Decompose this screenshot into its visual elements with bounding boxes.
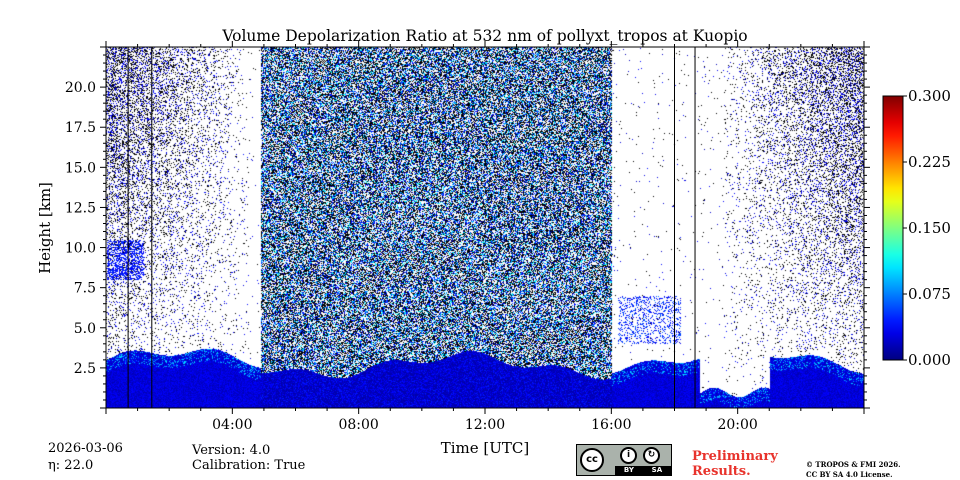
preliminary-results-label: Preliminary Results. xyxy=(692,449,778,479)
y-tick-label: 17.5 xyxy=(65,120,96,136)
y-axis-label: Height [km] xyxy=(36,182,54,274)
x-tick-label: 04:00 xyxy=(212,417,252,433)
y-tick-label: 10.0 xyxy=(65,241,96,257)
y-tick-label: 5.0 xyxy=(74,321,96,337)
y-tick-label: 20.0 xyxy=(65,80,96,96)
colorbar-tick-label: 0.150 xyxy=(908,219,951,237)
copyright-line-2: CC BY SA 4.0 License. xyxy=(806,470,893,479)
attribution-icon: i xyxy=(620,447,637,464)
colorbar-tick-label: 0.075 xyxy=(908,285,951,303)
colorbar-tick-label: 0.000 xyxy=(908,351,951,369)
y-tick-label: 15.0 xyxy=(65,160,96,176)
x-axis-label: Time [UTC] xyxy=(441,439,530,457)
calibration-label: Calibration: True xyxy=(192,458,306,473)
license-badge-sa: SA xyxy=(651,466,663,474)
date-label: 2026-03-06 xyxy=(48,441,123,456)
x-tick-label: 08:00 xyxy=(338,417,378,433)
license-badge-bar: BY SA xyxy=(615,466,671,475)
y-tick-label: 12.5 xyxy=(65,200,96,216)
cc-icon: cc xyxy=(580,448,604,472)
x-axis: 04:00 08:00 12:00 16:00 20:00 xyxy=(105,41,865,433)
copyright-label: © TROPOS & FMI 2026. CC BY SA 4.0 Licens… xyxy=(806,460,901,480)
colorbar-tick-label: 0.300 xyxy=(908,87,951,105)
x-tick-label: 16:00 xyxy=(591,417,631,433)
chart-title: Volume Depolarization Ratio at 532 nm of… xyxy=(221,27,747,45)
version-label: Version: 4.0 xyxy=(192,443,271,458)
x-tick-label: 12:00 xyxy=(465,417,505,433)
plot-area xyxy=(105,46,865,409)
y-tick-label: 7.5 xyxy=(74,281,96,297)
share-alike-icon: ↻ xyxy=(643,447,660,464)
colorbar-scale xyxy=(882,95,904,361)
y-tick-label: 2.5 xyxy=(74,361,96,377)
copyright-line-1: © TROPOS & FMI 2026. xyxy=(806,460,901,469)
colorbar-tick-label: 0.225 xyxy=(908,153,951,171)
depolarization-heatmap xyxy=(106,47,864,408)
y-axis: 2.5 5.0 7.5 10.0 12.5 15.0 17.5 20.0 xyxy=(65,46,870,409)
x-tick-label: 20:00 xyxy=(717,417,757,433)
license-badge-by: BY xyxy=(623,466,634,474)
eta-label: η: 22.0 xyxy=(48,458,94,473)
cc-license-badge: cc i ↻ BY SA xyxy=(576,444,672,476)
colorbar: 0.000 0.075 0.150 0.225 0.300 xyxy=(882,87,951,369)
